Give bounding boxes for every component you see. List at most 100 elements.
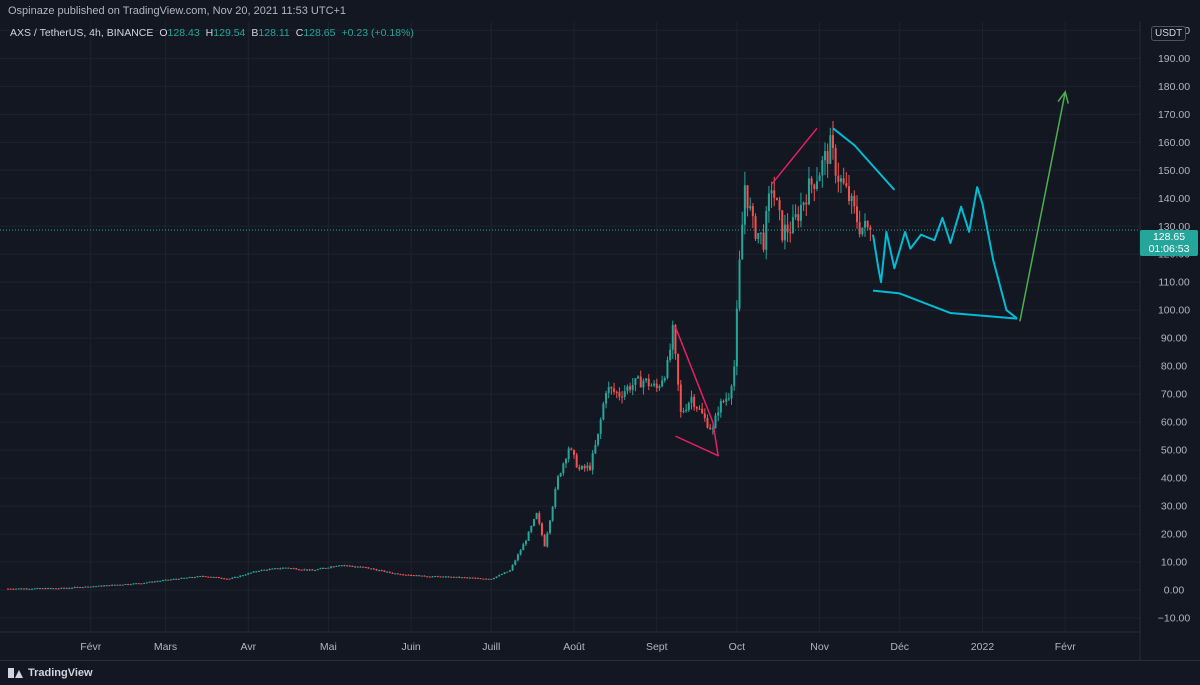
tradingview-logo[interactable]: TradingView [8,667,93,679]
candle-body [631,385,634,390]
candle-body [436,576,439,578]
candle-body [637,376,640,379]
candle-body [693,396,696,408]
candle-body [156,581,159,583]
candle-body [426,576,429,578]
candle-body [714,415,717,429]
candle-body [362,566,365,568]
x-tick-label: Juill [482,641,500,653]
publisher-line: Ospinaze published on TradingView.com, N… [8,5,347,17]
chart-area[interactable]: −10.00 0.00 10.00 20.00 30.00 40.00 50.00 60.00… [0,22,1200,660]
candle-body [76,587,79,589]
candle-body [116,584,119,586]
candle-body [519,550,522,555]
candle-body [618,392,621,397]
candle-body [581,465,584,470]
candle-body [749,206,752,209]
x-tick-label: 2022 [971,641,995,653]
candle-body [775,197,778,201]
candle-body [271,568,274,570]
candle-body [447,576,450,578]
y-tick-label: 70.00 [1161,389,1187,401]
candle-body [49,588,52,590]
candle-body [741,224,744,260]
candle-body [314,570,317,572]
x-tick-label: Févr [1055,641,1077,653]
candle-body [220,577,223,579]
candle-body [845,183,848,187]
candle-body [490,578,493,580]
price-axis-background [1140,22,1200,660]
candle-body [87,586,90,588]
candle-body [444,576,447,578]
close-label: C [295,27,304,39]
candle-body [530,525,533,532]
candle-body [869,227,872,231]
candle-body [743,185,746,225]
candle-body [284,567,287,569]
candle-body [348,565,351,567]
candle-body [383,570,386,572]
x-tick-label: Sept [646,641,668,653]
candle-body [97,585,100,587]
candle-body [394,573,397,575]
candle-body [223,578,226,580]
green-drawing [1019,91,1066,322]
candle-body [410,575,413,577]
candle-body [799,205,802,221]
candle-body [613,388,616,392]
candle-body [225,578,228,580]
candle-body [201,576,204,578]
candle-body [548,520,551,534]
y-tick-label: 40.00 [1161,473,1187,485]
candle-body [735,308,738,367]
candle-body [215,576,218,578]
candle-body [583,465,586,469]
candle-body [231,577,234,579]
candle-body [92,586,95,588]
candle-body [586,465,589,469]
open-label: O [159,27,168,39]
candle-body [818,175,821,182]
candle-body [420,575,423,577]
candle-body [290,568,292,570]
candle-body [79,587,82,589]
candle-body [842,178,845,184]
symbol-label[interactable]: AXS / TetherUS, 4h, BINANCE [10,27,154,39]
candle-body [559,473,562,477]
candle-body [791,217,794,233]
candle-body [153,581,156,583]
candle-body [295,568,298,570]
cyan-drawing [872,289,1018,320]
candle-body [119,584,122,586]
candle-body [773,190,776,198]
open-value: 128.43 [167,27,200,39]
candle-body [239,575,242,577]
candle-body [647,378,650,387]
candle-body [273,568,276,570]
candle-body [356,566,359,568]
pink-drawing [674,326,719,457]
candle-body [450,576,453,578]
candle-body [17,588,20,590]
candle-body [746,185,749,209]
currency-badge[interactable]: USDT [1151,26,1187,41]
candle-body [44,588,47,590]
candle-body [108,585,111,587]
candle-body [52,588,55,590]
candle-body [567,448,570,460]
candle-body [757,233,760,240]
candle-body [498,574,501,577]
candle-body [831,135,834,149]
candle-body [514,560,517,565]
candle-body [802,202,805,206]
candle-body [615,391,618,393]
candle-body [55,588,58,590]
candle-body [706,418,709,428]
x-tick-label: Nov [810,641,829,653]
candle-body [249,572,252,574]
candle-body [669,349,672,360]
candle-body [124,584,127,586]
candle-body [236,576,239,578]
candle-body [260,569,263,571]
